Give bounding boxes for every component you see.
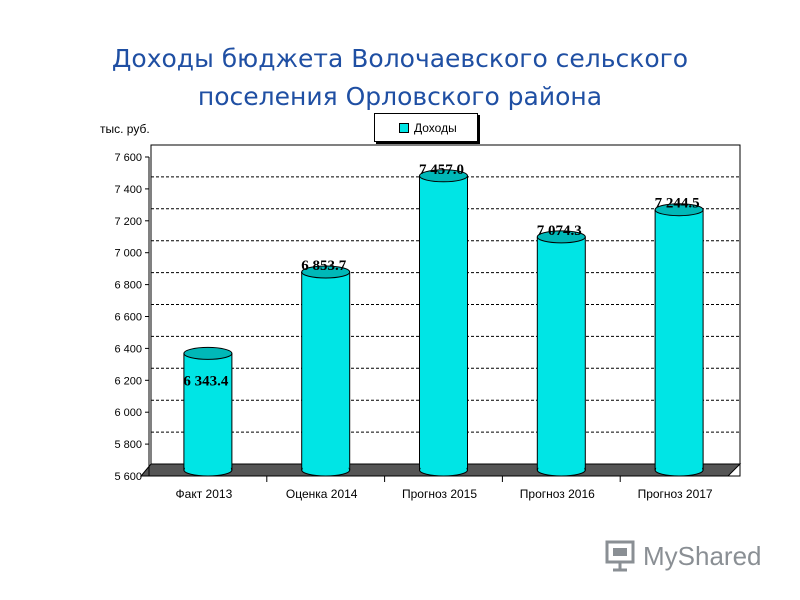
bar-fill: [538, 236, 585, 470]
chart-title-line-2: поселения Орловского района: [197, 82, 603, 111]
y-tick-label: 7 200: [114, 216, 142, 228]
legend-label: Доходы: [414, 120, 457, 135]
y-tick-label: 6 800: [114, 280, 142, 292]
y-tick-label: 7 400: [114, 184, 142, 196]
data-label: 6 343.4: [183, 373, 229, 389]
bar-fill: [302, 272, 349, 470]
y-tick-label: 6 400: [114, 343, 142, 355]
data-label: 7 457.0: [419, 162, 464, 178]
y-tick-label: 7 600: [114, 152, 142, 164]
x-tick-label: Прогноз 2016: [520, 487, 595, 501]
bar-top: [654, 203, 704, 217]
data-label: 7 074.3: [537, 223, 582, 239]
y-tick-label: 6 000: [114, 407, 142, 419]
x-tick-label: Оценка 2014: [286, 487, 358, 501]
bar-top: [419, 169, 468, 183]
watermark-text: MyShared: [643, 540, 762, 571]
bar-fill: [420, 175, 467, 470]
x-tick-label: Прогноз 2017: [638, 487, 713, 501]
bar: [419, 169, 468, 477]
bar: [536, 230, 586, 477]
bar: [183, 346, 233, 477]
monitor-icon: [605, 540, 635, 572]
y-tick-label: 5 600: [114, 471, 142, 483]
chart-title: Доходы бюджета Волочаевского сельского п…: [0, 40, 800, 116]
data-label: 6 853.7: [301, 258, 347, 274]
legend-swatch: [399, 122, 409, 133]
bar: [654, 203, 704, 477]
bar-fill: [184, 353, 231, 470]
y-tick-label: 5 800: [114, 439, 142, 451]
bar-top: [183, 346, 233, 360]
bar-top: [536, 230, 586, 244]
chart-legend: Доходы: [374, 113, 478, 142]
y-tick-label: 7 000: [114, 248, 142, 260]
bar-top: [301, 265, 351, 279]
x-tick-label: Прогноз 2015: [402, 487, 477, 501]
y-axis-unit-label: тыс. руб.: [100, 122, 150, 136]
bar-fill: [656, 209, 703, 470]
x-tick-label: Факт 2013: [176, 487, 233, 501]
chart-title-line-1: Доходы бюджета Волочаевского сельского: [111, 44, 689, 73]
y-tick-label: 6 600: [114, 312, 142, 324]
bar: [301, 265, 351, 477]
y-tick-label: 6 200: [114, 375, 142, 387]
data-label: 7 244.5: [655, 196, 700, 212]
watermark-logo: MyShared: [605, 536, 765, 576]
